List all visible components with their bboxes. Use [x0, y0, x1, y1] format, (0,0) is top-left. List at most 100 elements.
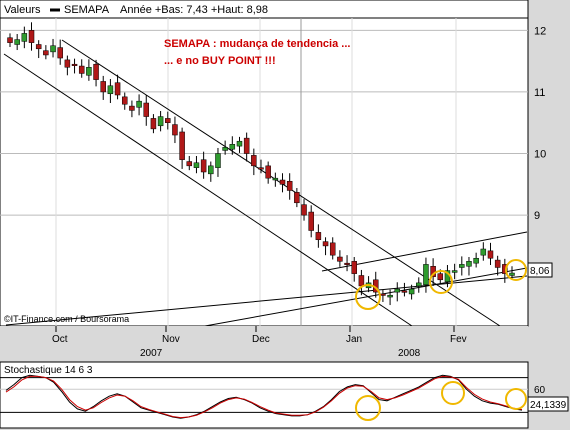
stoch-highlight-jan — [355, 395, 381, 421]
candle-body — [473, 257, 479, 264]
candle-body — [200, 159, 207, 173]
candle-body — [121, 96, 128, 105]
candle-body — [78, 65, 85, 74]
last-value-label: 8,06 — [530, 266, 550, 277]
candle-body — [451, 270, 458, 273]
candle-body — [322, 241, 329, 247]
candle-body — [143, 102, 150, 117]
candle-body — [93, 63, 99, 80]
candle-body — [172, 124, 178, 136]
candle-body — [100, 81, 106, 93]
header-bar — [0, 0, 529, 19]
candle-body — [28, 30, 35, 43]
candle-body — [215, 153, 221, 168]
candle-body — [387, 294, 393, 298]
candle-body — [272, 177, 279, 181]
stoch-tick-label: 60 — [534, 385, 546, 396]
time-axis-band — [0, 326, 528, 360]
candle-body — [337, 256, 343, 262]
candle-body — [157, 116, 164, 127]
time-tick-label: Jan — [346, 334, 362, 345]
credit-text: ©IT-Finance.com / Boursorama — [4, 314, 129, 324]
candle-body — [466, 261, 472, 267]
candle-body — [308, 211, 314, 231]
candle-body — [43, 50, 49, 56]
candle-body — [329, 242, 336, 256]
candle-body — [165, 118, 171, 123]
candle-body — [394, 288, 401, 293]
header-label: Valeurs — [4, 4, 41, 16]
highlight-circle-jan — [355, 284, 381, 310]
candles — [7, 22, 515, 306]
candle-body — [423, 264, 429, 285]
stoch-last-value-box — [527, 396, 569, 412]
uptrend-line-middle — [204, 267, 528, 327]
candle-body — [265, 165, 271, 179]
time-tick-label: Fev — [450, 334, 467, 345]
stochastic-title: Stochastique 14 6 3 — [4, 365, 93, 376]
candle-body — [86, 67, 92, 76]
price-tick-label: 11 — [534, 87, 545, 99]
annotation-line-2: ... e no BUY POINT !!! — [164, 55, 276, 67]
stoch-highlight-last — [505, 388, 527, 410]
candle-body — [136, 100, 142, 108]
candle-body — [480, 248, 487, 256]
year-label: 2007 — [140, 348, 163, 359]
candle-body — [258, 167, 264, 170]
candle-body — [71, 63, 78, 66]
candle-body — [129, 105, 135, 111]
stoch-highlight-feb — [441, 381, 465, 405]
candle-body — [502, 264, 508, 274]
candle-body — [487, 250, 494, 259]
candle-body — [57, 47, 63, 59]
stochastic-plot-area — [0, 361, 529, 429]
highlight-circle-feb — [429, 270, 453, 294]
price-tick-label: 12 — [534, 25, 546, 37]
candle-body — [294, 192, 300, 204]
candle-body — [437, 273, 444, 281]
candle-body — [380, 293, 386, 296]
downtrend-line-lower — [3, 53, 413, 327]
candle-body — [186, 161, 193, 167]
time-tick-label: Dec — [252, 334, 270, 345]
uptrend-line-lower — [5, 275, 528, 326]
candle-body — [408, 288, 415, 295]
candle-body — [107, 85, 114, 95]
price-tick-label: 9 — [534, 210, 540, 222]
candle-body — [229, 144, 236, 150]
candle-body — [459, 264, 465, 268]
stochastic-axis: 60 — [534, 385, 546, 396]
price-tick-label: 10 — [534, 149, 546, 161]
candle-body — [35, 44, 42, 50]
candle-body — [150, 118, 157, 130]
header-range: Année +Bas: 7,43 +Haut: 8,98 — [120, 4, 268, 16]
candle-body — [243, 137, 250, 154]
stoch-series-d — [5, 375, 523, 419]
price-axis: 12 11 10 9 — [534, 25, 546, 222]
candle-body — [222, 147, 228, 151]
candle-body — [509, 272, 515, 276]
stoch-series-k — [5, 374, 523, 419]
buy-point-highlights — [355, 259, 527, 310]
highlight-circle-last — [505, 259, 527, 281]
candle-body — [64, 59, 71, 68]
candle-body — [179, 131, 185, 160]
stoch-last-value-label: 24,1339 — [530, 400, 567, 411]
candle-body — [251, 155, 257, 167]
candle-body — [21, 33, 28, 42]
stochastic-lines — [5, 374, 523, 419]
time-tick-label: Oct — [52, 334, 68, 345]
candle-body — [14, 39, 20, 45]
candle-body — [279, 179, 286, 185]
stochastic-highlights — [355, 381, 527, 421]
candle-body — [401, 290, 408, 293]
candle-body — [50, 45, 56, 53]
candle-body — [301, 204, 307, 216]
candle-body — [416, 282, 422, 287]
main-grid — [0, 18, 528, 326]
year-label: 2008 — [398, 348, 421, 359]
candle-body — [193, 162, 200, 168]
candle-body — [236, 140, 243, 147]
time-axis: Oct Nov Dec Jan Fev 2007 2008 — [52, 326, 467, 359]
